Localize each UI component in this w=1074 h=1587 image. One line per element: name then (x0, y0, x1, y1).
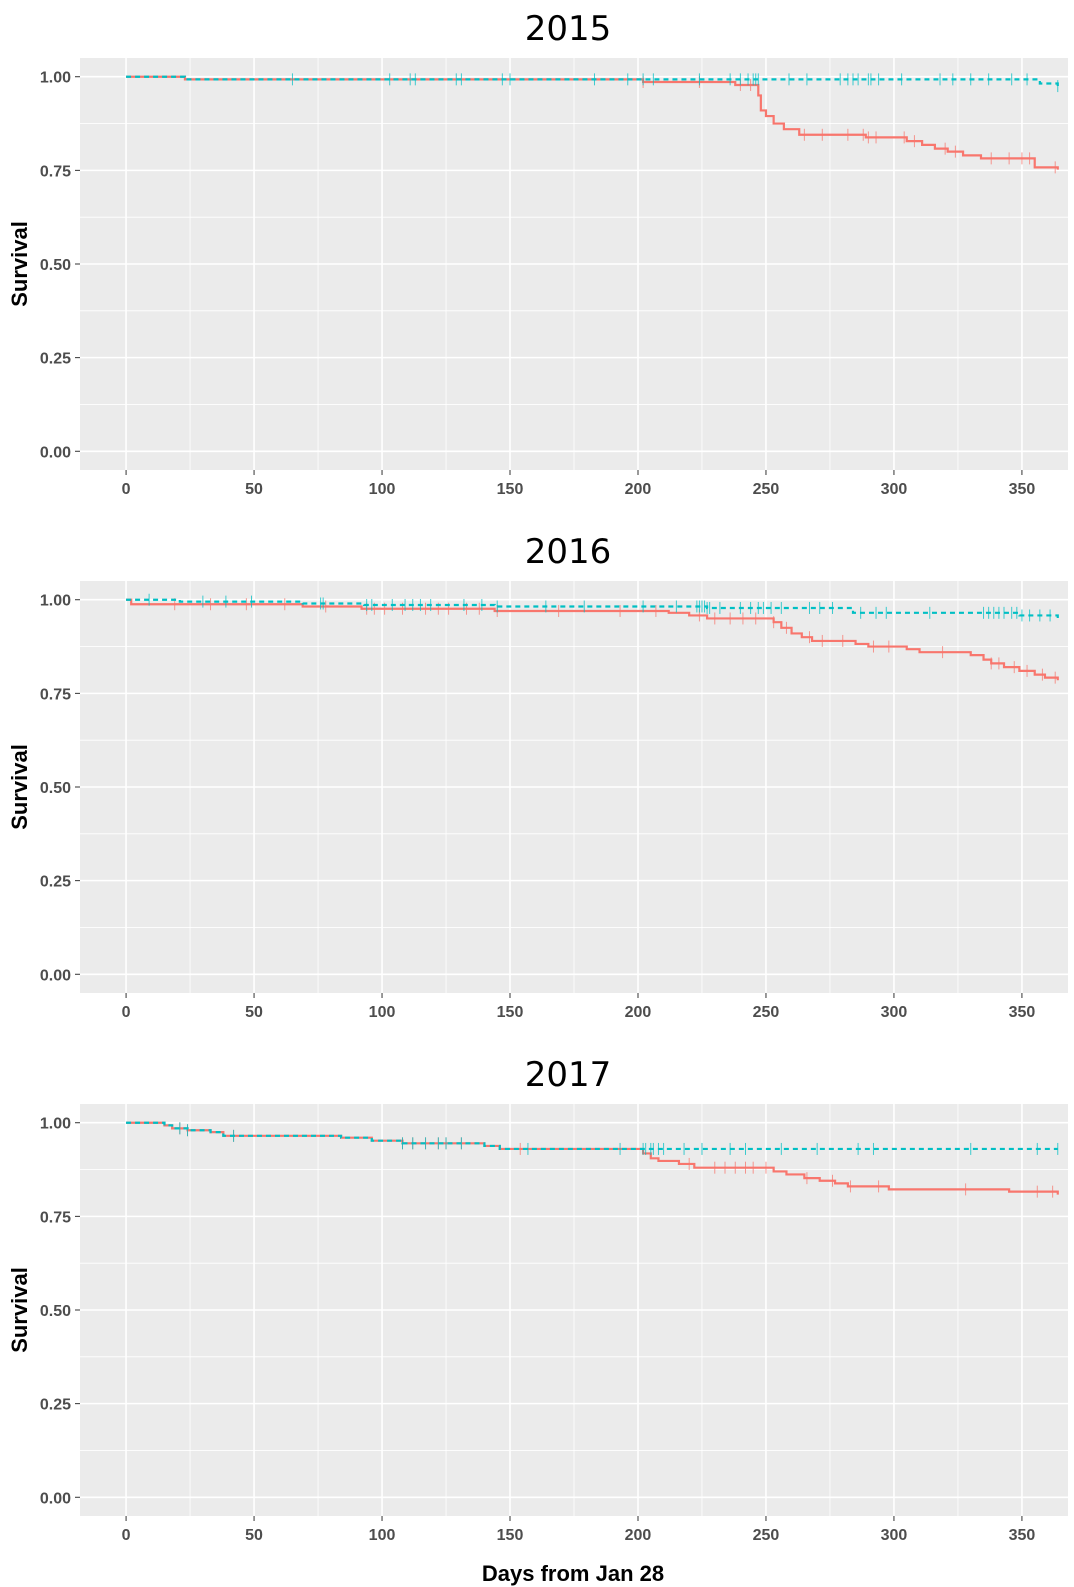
grid-lines (80, 581, 1068, 993)
y-tick-label: 0.75 (40, 1209, 71, 1226)
x-tick-label: 50 (245, 481, 263, 498)
series-lines (126, 73, 1059, 174)
x-tick-label: 150 (497, 481, 524, 498)
y-tick-label: 0.75 (40, 686, 71, 703)
y-tick-label: 0.75 (40, 163, 71, 180)
panel-2016: 2016 0.00 0.25 0.50 0.75 1.00 0 50 100 150 200 25… (7, 532, 1068, 1021)
y-tick-label: 0.00 (40, 1490, 71, 1507)
survival-curve-solid (126, 75, 1059, 170)
x-tick-label: 0 (122, 481, 131, 498)
y-tick-label: 1.00 (40, 1116, 71, 1133)
panel-2017: 2017 0.00 0.25 0.50 0.75 1.00 0 50 100 150 200 25… (7, 1055, 1068, 1544)
y-tick-label: 0.00 (40, 967, 71, 984)
series-lines (126, 1121, 1059, 1198)
survival-curve-solid (126, 598, 1059, 681)
grid-lines (80, 1104, 1068, 1516)
x-axis-title: Days from Jan 28 (482, 1561, 664, 1586)
y-tick-label: 0.25 (40, 874, 71, 891)
x-tick-label: 150 (497, 1527, 524, 1544)
x-tick-label: 350 (1009, 1004, 1036, 1021)
y-axis-title: Survival (7, 744, 32, 830)
x-tick-label: 250 (753, 1004, 780, 1021)
x-tick-label: 300 (881, 1004, 908, 1021)
y-tick-label: 0.25 (40, 351, 71, 368)
y-axis-title: Survival (7, 1267, 32, 1353)
y-tick-label: 0.00 (40, 444, 71, 461)
x-tick-label: 50 (245, 1004, 263, 1021)
x-tick-label: 200 (625, 481, 652, 498)
panel-title: 2017 (525, 1055, 612, 1095)
y-tick-label: 0.50 (40, 1303, 71, 1320)
y-tick-label: 1.00 (40, 593, 71, 610)
x-tick-label: 100 (369, 1527, 396, 1544)
x-tick-label: 200 (625, 1004, 652, 1021)
survival-curve-dashed (126, 1121, 1058, 1151)
y-axis-title: Survival (7, 221, 32, 307)
series-lines (126, 593, 1059, 684)
x-ticks: 0 50 100 150 200 250 300 350 (122, 470, 1036, 498)
x-tick-label: 0 (122, 1004, 131, 1021)
x-tick-label: 300 (881, 481, 908, 498)
panel-2015: 2015 0.00 0.25 0.50 0.75 1.00 0 50 100 150 200 25… (7, 9, 1068, 498)
y-tick-label: 0.25 (40, 1397, 71, 1414)
y-tick-label: 1.00 (40, 70, 71, 87)
x-tick-label: 150 (497, 1004, 524, 1021)
x-tick-label: 200 (625, 1527, 652, 1544)
x-tick-label: 250 (753, 481, 780, 498)
x-ticks: 0 50 100 150 200 250 300 350 (122, 993, 1036, 1021)
y-tick-label: 0.50 (40, 257, 71, 274)
panel-title: 2015 (525, 9, 612, 49)
grid-lines (80, 58, 1068, 470)
y-ticks: 0.00 0.25 0.50 0.75 1.00 (40, 593, 80, 984)
x-tick-label: 100 (369, 1004, 396, 1021)
x-tick-label: 0 (122, 1527, 131, 1544)
x-tick-label: 350 (1009, 1527, 1036, 1544)
y-ticks: 0.00 0.25 0.50 0.75 1.00 (40, 70, 80, 461)
x-tick-label: 50 (245, 1527, 263, 1544)
x-ticks: 0 50 100 150 200 250 300 350 (122, 1516, 1036, 1544)
x-tick-label: 250 (753, 1527, 780, 1544)
x-tick-label: 300 (881, 1527, 908, 1544)
x-tick-label: 350 (1009, 481, 1036, 498)
y-ticks: 0.00 0.25 0.50 0.75 1.00 (40, 1116, 80, 1507)
x-tick-label: 100 (369, 481, 396, 498)
survival-curve-dashed (126, 598, 1059, 619)
y-tick-label: 0.50 (40, 780, 71, 797)
panel-title: 2016 (525, 532, 612, 572)
